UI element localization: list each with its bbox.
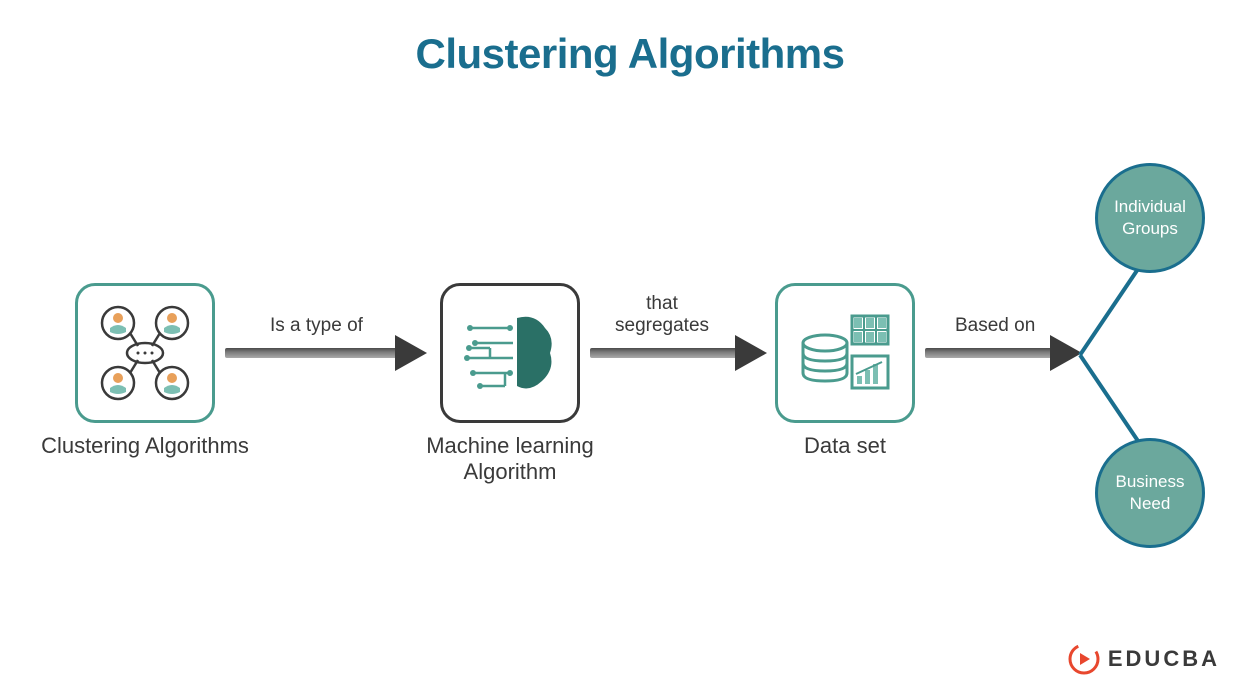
node-dataset [775,283,915,423]
cluster-people-icon [90,298,200,408]
ml-brain-icon [455,298,565,408]
dataset-icon [790,298,900,408]
arrow-based-on: Based on [925,343,1080,363]
arrow-segregates: thatsegregates [590,343,765,363]
circle-individual-groups: Individual Groups [1095,163,1205,273]
node-ml [440,283,580,423]
node-dataset-label: Data set [735,433,955,459]
educba-logo-icon [1068,643,1100,675]
circle-business-need: Business Need [1095,438,1205,548]
arrow-2-label: thatsegregates [615,293,709,337]
page-title: Clustering Algorithms [0,0,1260,78]
node-clustering-label: Clustering Algorithms [35,433,255,459]
node-ml-label: Machine learning Algorithm [400,433,620,485]
educba-logo-text: EDUCBA [1108,646,1220,672]
educba-logo: EDUCBA [1068,643,1220,675]
node-clustering [75,283,215,423]
arrow-is-type-of: Is a type of [225,343,425,363]
arrow-3-label: Based on [955,315,1035,337]
arrow-1-label: Is a type of [270,315,363,337]
diagram-container: Clustering Algorithms Is a type of [0,128,1260,648]
